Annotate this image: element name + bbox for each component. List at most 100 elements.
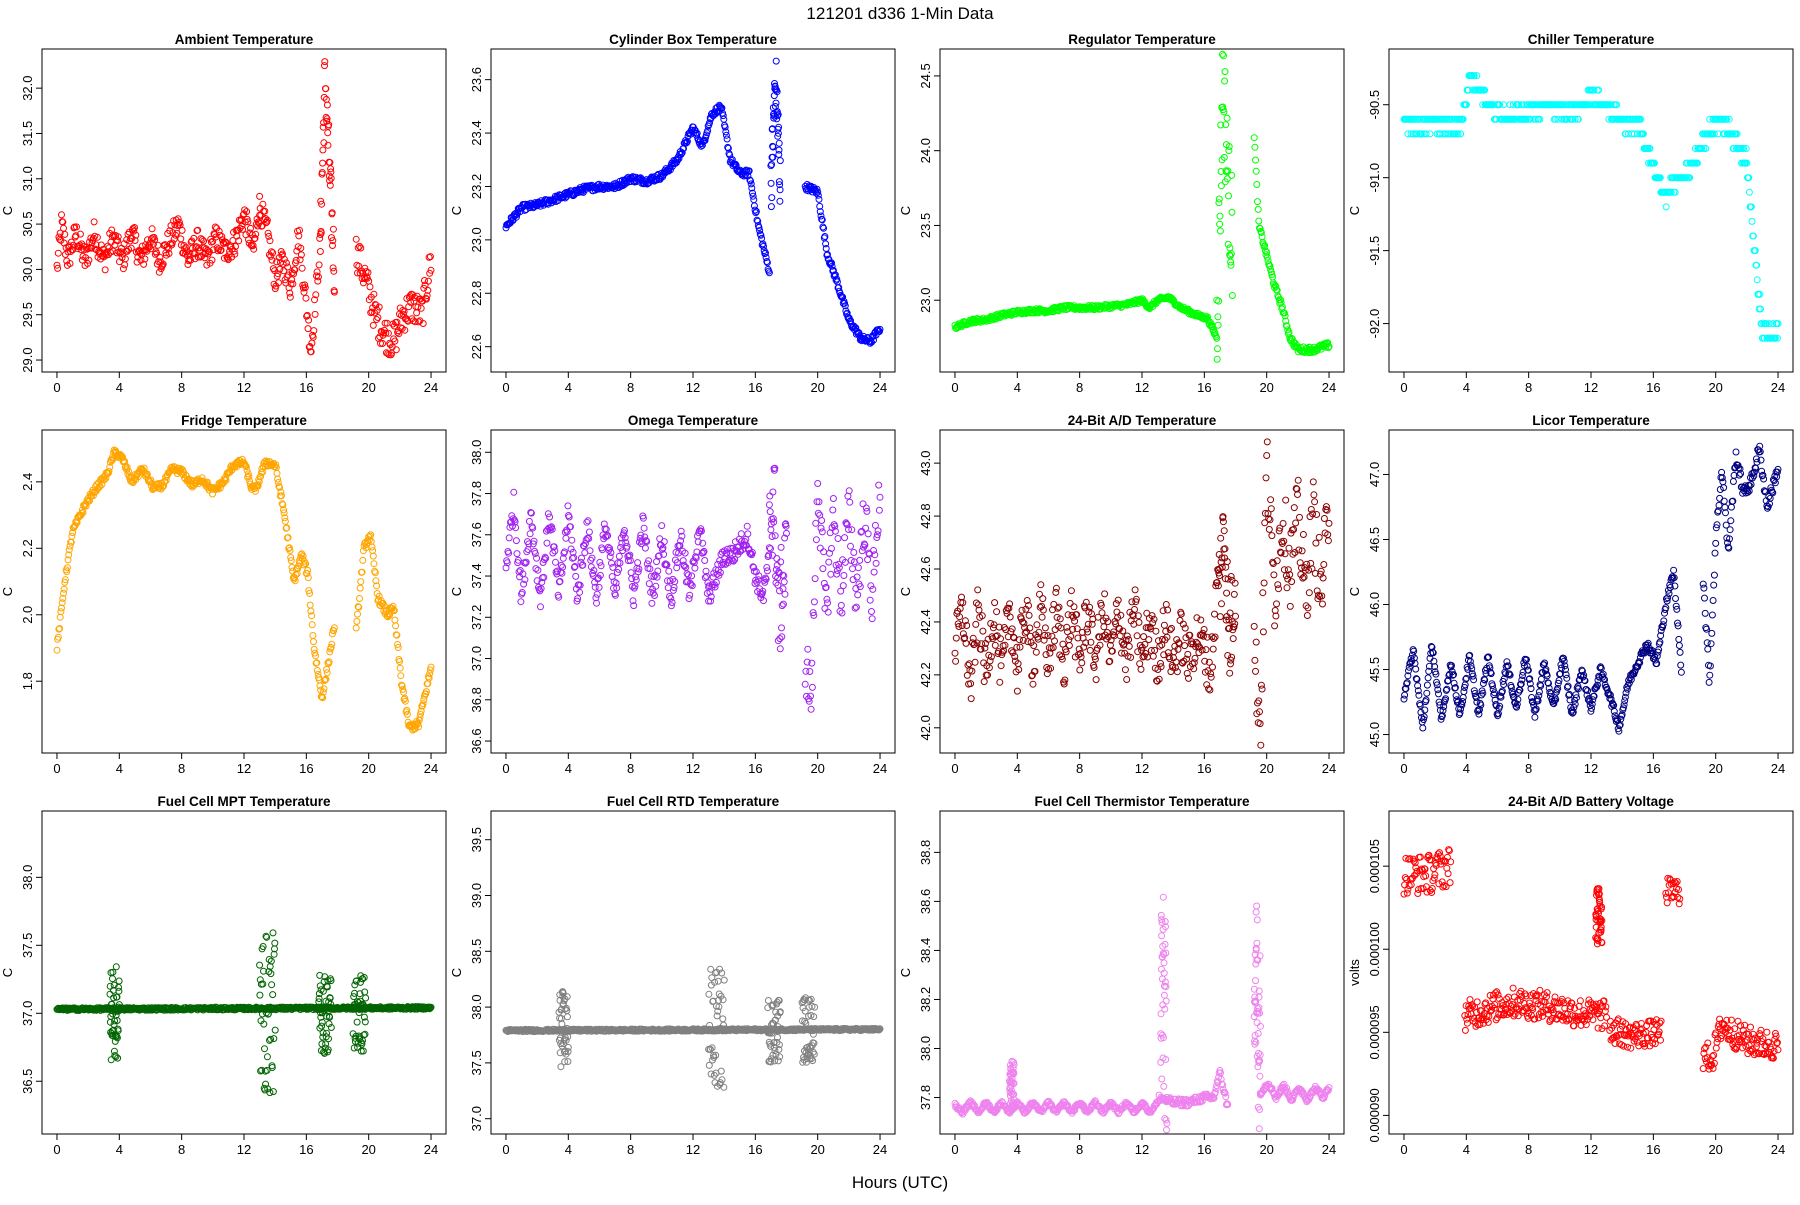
y-tick-label: 42.6: [918, 556, 933, 581]
data-point: [1733, 449, 1739, 455]
data-point: [877, 494, 883, 500]
data-point: [579, 555, 585, 561]
x-tick-label: 24: [1322, 380, 1336, 395]
data-point: [767, 493, 773, 499]
x-tick-label: 8: [1525, 761, 1532, 776]
data-point: [1264, 453, 1270, 459]
data-point: [1137, 661, 1143, 667]
x-tick-label: 4: [116, 761, 123, 776]
data-point: [1218, 535, 1224, 541]
x-tick-label: 0: [951, 380, 958, 395]
data-point: [1169, 625, 1175, 631]
data-point: [1252, 657, 1258, 663]
data-point: [307, 602, 313, 608]
data-point: [120, 266, 126, 272]
data-point: [1314, 512, 1320, 518]
data-point: [1039, 614, 1045, 620]
x-tick-label: 16: [1197, 380, 1211, 395]
x-tick-label: 16: [1197, 761, 1211, 776]
data-point: [1124, 677, 1130, 683]
data-point: [1113, 601, 1119, 607]
data-point: [859, 548, 865, 554]
x-tick-label: 12: [686, 761, 700, 776]
data-point: [317, 249, 323, 255]
data-point: [1260, 629, 1266, 635]
data-point: [142, 256, 148, 262]
x-tick-label: 4: [1463, 761, 1470, 776]
plot-frame: [1389, 49, 1793, 372]
data-point: [544, 540, 550, 546]
data-point: [1705, 646, 1711, 652]
data-point: [1266, 526, 1272, 532]
data-point: [1052, 638, 1058, 644]
data-point: [1746, 189, 1752, 195]
data-point: [527, 531, 533, 537]
data-point: [577, 589, 583, 595]
x-tick-label: 0: [502, 761, 509, 776]
data-point: [156, 269, 162, 275]
y-tick-label: -90.5: [1367, 90, 1382, 120]
data-point: [59, 212, 65, 218]
data-point: [811, 599, 817, 605]
data-point: [1102, 591, 1108, 597]
data-point: [661, 539, 667, 545]
x-tick-label: 20: [810, 761, 824, 776]
series-points: [1401, 73, 1781, 342]
data-point: [817, 545, 823, 551]
data-point: [848, 543, 854, 549]
data-point: [1532, 714, 1538, 720]
data-point: [847, 499, 853, 505]
data-point: [998, 663, 1004, 669]
y-tick-label: 23.0: [918, 288, 933, 313]
data-point: [1101, 624, 1107, 630]
data-point: [768, 204, 774, 210]
data-point: [55, 250, 61, 256]
data-point: [1711, 572, 1717, 578]
data-point: [1233, 613, 1239, 619]
data-point: [610, 564, 616, 570]
y-axis-label: C: [0, 968, 15, 977]
y-tick-label: 29.5: [20, 302, 35, 327]
data-point: [1115, 597, 1121, 603]
y-tick-label: 22.6: [469, 334, 484, 359]
data-point: [563, 535, 569, 541]
series-points: [54, 447, 434, 733]
data-point: [808, 706, 814, 712]
data-point: [702, 558, 708, 564]
x-tick-label: 4: [1463, 380, 1470, 395]
data-point: [992, 600, 998, 606]
data-point: [1231, 591, 1237, 597]
data-point: [953, 658, 959, 664]
data-point: [1663, 204, 1669, 210]
data-point: [1272, 623, 1278, 629]
data-point: [1138, 666, 1144, 672]
plot-frame: [940, 430, 1344, 753]
series-points: [54, 930, 434, 1096]
data-point: [569, 537, 575, 543]
data-point: [1208, 674, 1214, 680]
data-point: [1229, 172, 1235, 178]
data-point: [1257, 721, 1263, 727]
data-point: [777, 646, 783, 652]
data-point: [1072, 618, 1078, 624]
data-point: [1153, 628, 1159, 634]
data-point: [1678, 669, 1684, 675]
data-point: [282, 518, 288, 524]
data-point: [311, 639, 317, 645]
data-point: [425, 278, 431, 284]
data-point: [1030, 681, 1036, 687]
data-point: [1711, 582, 1717, 588]
data-point: [975, 587, 981, 593]
data-point: [1321, 562, 1327, 568]
data-point: [1192, 655, 1198, 661]
data-point: [1256, 698, 1262, 704]
y-tick-label: 46.5: [1367, 527, 1382, 552]
data-point: [1283, 497, 1289, 503]
x-tick-label: 16: [299, 380, 313, 395]
y-tick-label: 37.2: [469, 605, 484, 630]
data-point: [1460, 695, 1466, 701]
data-point: [1256, 218, 1262, 224]
data-point: [869, 609, 875, 615]
data-point: [1471, 677, 1477, 683]
